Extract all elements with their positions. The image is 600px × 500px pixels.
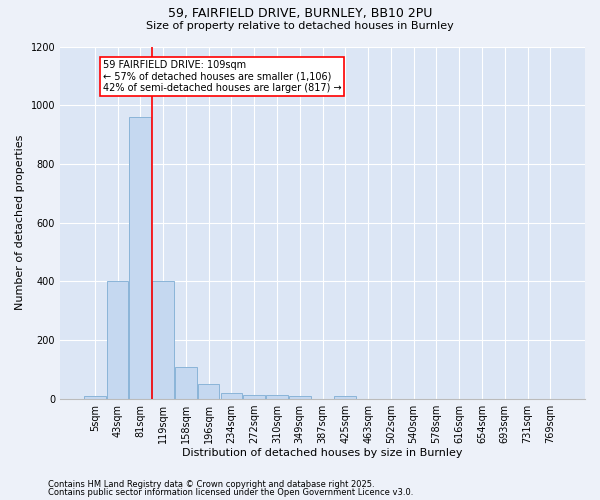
X-axis label: Distribution of detached houses by size in Burnley: Distribution of detached houses by size … [182,448,463,458]
Bar [244,394,265,399]
Bar [198,384,220,399]
Bar [266,396,288,399]
Bar [130,117,151,399]
Y-axis label: Number of detached properties: Number of detached properties [15,135,25,310]
Text: Size of property relative to detached houses in Burnley: Size of property relative to detached ho… [146,21,454,31]
Bar [221,393,242,399]
Bar [289,396,311,399]
Bar [84,396,106,399]
Text: 59 FAIRFIELD DRIVE: 109sqm
← 57% of detached houses are smaller (1,106)
42% of s: 59 FAIRFIELD DRIVE: 109sqm ← 57% of deta… [103,60,341,93]
Text: 59, FAIRFIELD DRIVE, BURNLEY, BB10 2PU: 59, FAIRFIELD DRIVE, BURNLEY, BB10 2PU [168,8,432,20]
Text: Contains HM Land Registry data © Crown copyright and database right 2025.: Contains HM Land Registry data © Crown c… [48,480,374,489]
Bar [334,396,356,399]
Text: Contains public sector information licensed under the Open Government Licence v3: Contains public sector information licen… [48,488,413,497]
Bar [107,282,128,399]
Bar [175,366,197,399]
Bar [152,282,174,399]
